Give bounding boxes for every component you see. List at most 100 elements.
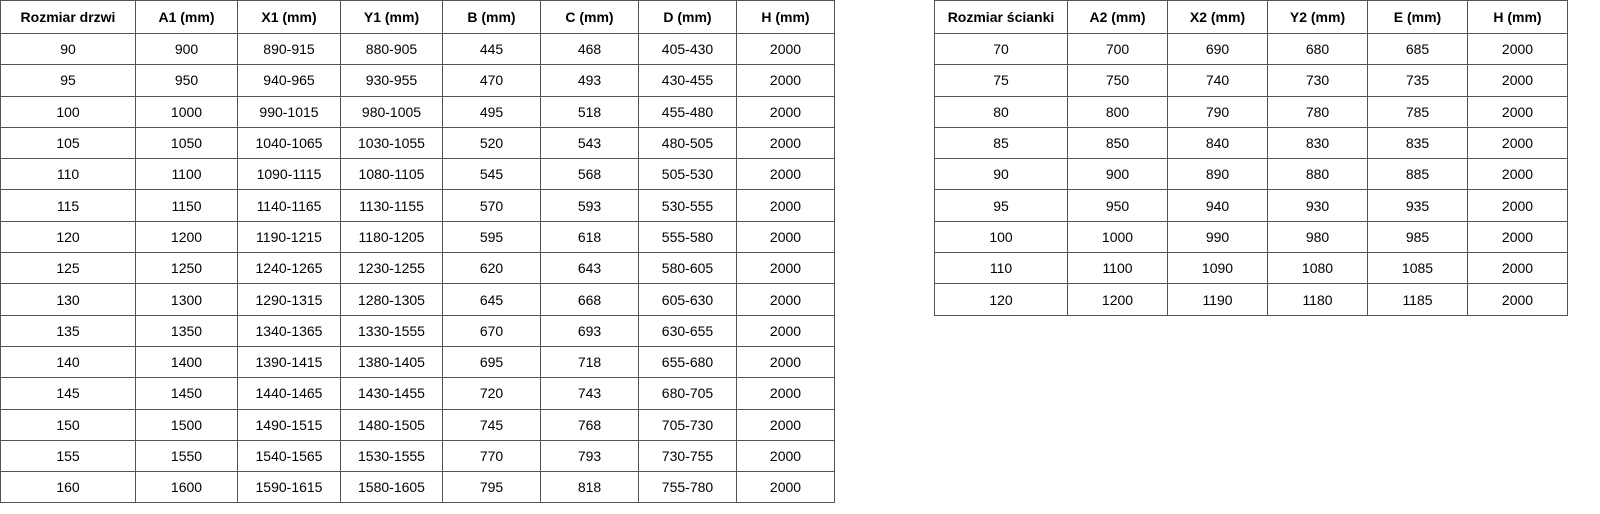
header-row: Rozmiar drzwi A1 (mm) X1 (mm) Y1 (mm) B (mm)… bbox=[0, 0, 835, 34]
table-cell: 735 bbox=[1367, 64, 1468, 97]
column-header: Y2 (mm) bbox=[1267, 0, 1368, 34]
table-cell: 150 bbox=[0, 408, 136, 441]
table-cell: 950 bbox=[135, 64, 238, 97]
table-row: 110 1100 1090 1080 1085 2000 bbox=[934, 252, 1568, 285]
table-row: 140 1400 1390-1415 1380-1405 695 718 655-680 20… bbox=[0, 345, 835, 379]
table-cell: 1490-1515 bbox=[237, 408, 341, 441]
table-cell: 730 bbox=[1267, 64, 1368, 97]
table-cell: 2000 bbox=[736, 158, 835, 191]
table-cell: 518 bbox=[540, 95, 639, 128]
table-cell: 105 bbox=[0, 126, 136, 160]
table-cell: 2000 bbox=[736, 252, 835, 285]
table-row: 160 1600 1590-1615 1580-1605 795 818 755-780 20… bbox=[0, 471, 835, 504]
column-header: X1 (mm) bbox=[237, 0, 341, 34]
door-sizes-table: Rozmiar drzwi A1 (mm) X1 (mm) Y1 (mm) B (mm)… bbox=[0, 0, 835, 504]
table-row: 75 750 740 730 735 2000 bbox=[934, 64, 1568, 97]
table-cell: 1085 bbox=[1367, 252, 1468, 285]
table-row: 100 1000 990-1015 980-1005 495 518 455-480 2000 bbox=[0, 95, 835, 128]
table-cell: 1380-1405 bbox=[340, 345, 443, 379]
table-cell: 75 bbox=[934, 64, 1068, 97]
column-header: B (mm) bbox=[442, 0, 541, 34]
table-row: 155 1550 1540-1565 1530-1555 770 793 730-755 20… bbox=[0, 439, 835, 473]
table-cell: 618 bbox=[540, 220, 639, 254]
table-cell: 680-705 bbox=[638, 377, 737, 410]
table-cell: 95 bbox=[934, 189, 1068, 222]
table-cell: 700 bbox=[1067, 32, 1168, 66]
table-cell: 140 bbox=[0, 345, 136, 379]
table-row: 145 1450 1440-1465 1430-1455 720 743 680-705 20… bbox=[0, 377, 835, 410]
table-cell: 1240-1265 bbox=[237, 252, 341, 285]
table-cell: 570 bbox=[442, 189, 541, 222]
table-cell: 1580-1605 bbox=[340, 471, 443, 504]
table-cell: 1030-1055 bbox=[340, 126, 443, 160]
table-cell: 70 bbox=[934, 32, 1068, 66]
table-cell: 160 bbox=[0, 471, 136, 504]
table-cell: 2000 bbox=[1467, 189, 1568, 222]
table-cell: 505-530 bbox=[638, 158, 737, 191]
table-row: 105 1050 1040-1065 1030-1055 520 543 480-505 20… bbox=[0, 126, 835, 160]
table-cell: 1480-1505 bbox=[340, 408, 443, 441]
table-cell: 495 bbox=[442, 95, 541, 128]
table-cell: 1440-1465 bbox=[237, 377, 341, 410]
table-row: 125 1250 1240-1265 1230-1255 620 643 580-605 20… bbox=[0, 252, 835, 285]
column-header: D (mm) bbox=[638, 0, 737, 34]
wall-sizes-table: Rozmiar ścianki A2 (mm) X2 (mm) Y2 (mm) E (m… bbox=[934, 0, 1568, 316]
table-cell: 900 bbox=[135, 32, 238, 66]
table-cell: 85 bbox=[934, 126, 1068, 160]
table-cell: 1140-1165 bbox=[237, 189, 341, 222]
table-cell: 2000 bbox=[1467, 64, 1568, 97]
table-cell: 80 bbox=[934, 95, 1068, 128]
table-row: 95 950 940 930 935 2000 bbox=[934, 189, 1568, 222]
table-cell: 115 bbox=[0, 189, 136, 222]
table-cell: 2000 bbox=[1467, 32, 1568, 66]
table-cell: 668 bbox=[540, 283, 639, 316]
table-cell: 480-505 bbox=[638, 126, 737, 160]
table-cell: 1100 bbox=[135, 158, 238, 191]
table-cell: 568 bbox=[540, 158, 639, 191]
table-cell: 1590-1615 bbox=[237, 471, 341, 504]
table-cell: 555-580 bbox=[638, 220, 737, 254]
table-cell: 1000 bbox=[1067, 220, 1168, 254]
table-cell: 643 bbox=[540, 252, 639, 285]
table-row: 95 950 940-965 930-955 470 493 430-455 2000 bbox=[0, 64, 835, 97]
table-cell: 605-630 bbox=[638, 283, 737, 316]
table-cell: 880 bbox=[1267, 158, 1368, 191]
table-cell: 785 bbox=[1367, 95, 1468, 128]
table-cell: 130 bbox=[0, 283, 136, 316]
table-cell: 990 bbox=[1167, 220, 1268, 254]
table-cell: 2000 bbox=[1467, 252, 1568, 285]
table-cell: 1200 bbox=[1067, 283, 1168, 316]
column-header: E (mm) bbox=[1367, 0, 1468, 34]
column-header: Y1 (mm) bbox=[340, 0, 443, 34]
table-cell: 645 bbox=[442, 283, 541, 316]
table-cell: 1330-1555 bbox=[340, 314, 443, 347]
table-cell: 1450 bbox=[135, 377, 238, 410]
table-cell: 1290-1315 bbox=[237, 283, 341, 316]
table-cell: 720 bbox=[442, 377, 541, 410]
table-cell: 1040-1065 bbox=[237, 126, 341, 160]
table-cell: 940-965 bbox=[237, 64, 341, 97]
column-header: A2 (mm) bbox=[1067, 0, 1168, 34]
table-cell: 885 bbox=[1367, 158, 1468, 191]
table-cell: 1500 bbox=[135, 408, 238, 441]
table-cell: 2000 bbox=[736, 95, 835, 128]
table-cell: 690 bbox=[1167, 32, 1268, 66]
table-cell: 595 bbox=[442, 220, 541, 254]
table-cell: 1090 bbox=[1167, 252, 1268, 285]
table-cell: 1340-1365 bbox=[237, 314, 341, 347]
table-cell: 95 bbox=[0, 64, 136, 97]
table-cell: 680 bbox=[1267, 32, 1368, 66]
table-cell: 880-905 bbox=[340, 32, 443, 66]
table-cell: 2000 bbox=[736, 220, 835, 254]
table-cell: 950 bbox=[1067, 189, 1168, 222]
table-cell: 790 bbox=[1167, 95, 1268, 128]
table-cell: 545 bbox=[442, 158, 541, 191]
table-cell: 445 bbox=[442, 32, 541, 66]
table-row: 130 1300 1290-1315 1280-1305 645 668 605-630 20… bbox=[0, 283, 835, 316]
table-cell: 850 bbox=[1067, 126, 1168, 160]
table-cell: 693 bbox=[540, 314, 639, 347]
table-cell: 685 bbox=[1367, 32, 1468, 66]
table-cell: 2000 bbox=[736, 314, 835, 347]
table-cell: 718 bbox=[540, 345, 639, 379]
table-cell: 90 bbox=[934, 158, 1068, 191]
